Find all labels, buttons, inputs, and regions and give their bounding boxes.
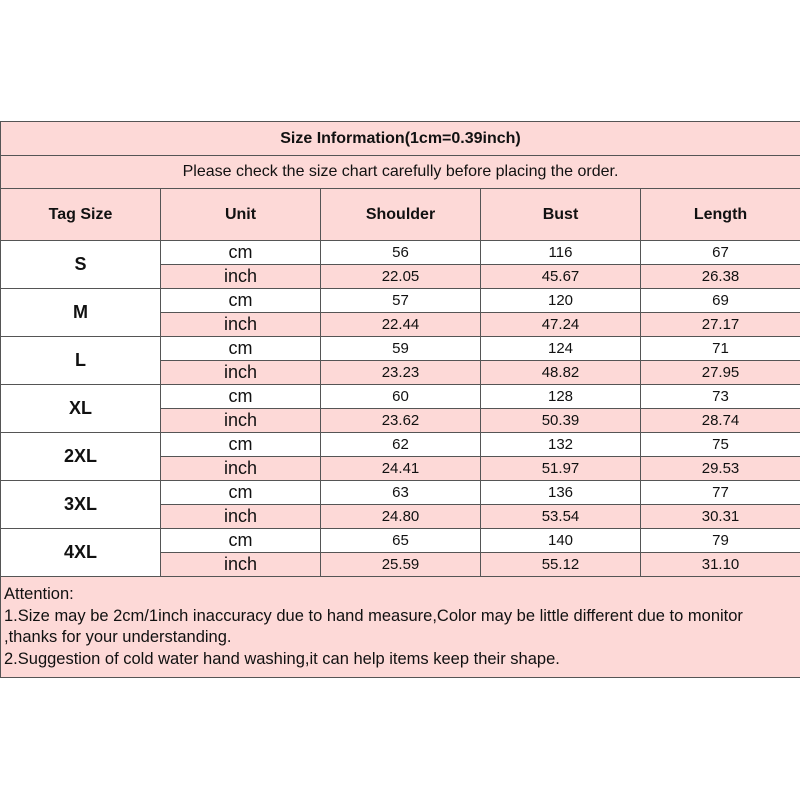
bust-value: 136 (480, 480, 641, 505)
length-value: 29.53 (639, 456, 800, 481)
table-row-3xl-cm: 3XL cm 63 136 77 (0, 480, 800, 529)
bust-value: 50.39 (480, 408, 641, 433)
shoulder-value: 25.59 (320, 552, 481, 577)
shoulder-value: 23.62 (320, 408, 481, 433)
shoulder-value: 24.41 (320, 456, 481, 481)
table-row-4xl-cm: 4XL cm 65 140 79 (0, 528, 800, 577)
shoulder-value: 62 (320, 432, 481, 457)
note-line: 1.Size may be 2cm/1inch inaccuracy due t… (4, 606, 743, 625)
header-shoulder: Shoulder (320, 188, 481, 241)
length-value: 79 (639, 528, 800, 553)
unit-cell: inch (160, 552, 321, 577)
table-row-l-inch: inch 23.23 48.82 27.95 (1, 360, 800, 385)
length-value: 27.95 (639, 360, 800, 385)
length-value: 26.38 (639, 264, 800, 289)
unit-cell: cm (160, 432, 321, 457)
shoulder-value: 56 (320, 240, 481, 265)
tag-size-cell: M (0, 288, 161, 337)
chart-subtitle: Please check the size chart carefully be… (0, 155, 800, 189)
attention-notes: Attention: 1.Size may be 2cm/1inch inaccu… (0, 576, 800, 678)
header-bust: Bust (480, 188, 641, 241)
table-row-xl-inch: inch 23.62 50.39 28.74 (1, 408, 800, 433)
bust-value: 45.67 (480, 264, 641, 289)
note-line: 2.Suggestion of cold water hand washing,… (4, 649, 560, 668)
bust-value: 140 (480, 528, 641, 553)
bust-value: 128 (480, 384, 641, 409)
shoulder-value: 22.44 (320, 312, 481, 337)
unit-cell: cm (160, 336, 321, 361)
bust-value: 53.54 (480, 504, 641, 529)
unit-cell: inch (160, 456, 321, 481)
header-length: Length (639, 188, 800, 241)
table-row-m-inch: inch 22.44 47.24 27.17 (1, 312, 800, 337)
bust-value: 48.82 (480, 360, 641, 385)
length-value: 31.10 (639, 552, 800, 577)
table-row-3xl-inch: inch 24.80 53.54 30.31 (1, 504, 800, 529)
shoulder-value: 65 (320, 528, 481, 553)
size-chart-table: Size Information(1cm=0.39inch) Please ch… (0, 121, 800, 678)
length-value: 75 (639, 432, 800, 457)
length-value: 67 (639, 240, 800, 265)
tag-size-cell: L (0, 336, 161, 385)
length-value: 71 (639, 336, 800, 361)
bust-value: 124 (480, 336, 641, 361)
shoulder-value: 60 (320, 384, 481, 409)
bust-value: 51.97 (480, 456, 641, 481)
length-value: 28.74 (639, 408, 800, 433)
header-tag-size: Tag Size (0, 188, 161, 241)
chart-title: Size Information(1cm=0.39inch) (0, 121, 800, 156)
unit-cell: cm (160, 384, 321, 409)
length-value: 30.31 (639, 504, 800, 529)
table-row-xl-cm: XL cm 60 128 73 (0, 384, 800, 433)
unit-cell: inch (160, 312, 321, 337)
tag-size-cell: 2XL (0, 432, 161, 481)
shoulder-value: 23.23 (320, 360, 481, 385)
bust-value: 55.12 (480, 552, 641, 577)
shoulder-value: 57 (320, 288, 481, 313)
unit-cell: inch (160, 408, 321, 433)
length-value: 69 (639, 288, 800, 313)
unit-cell: cm (160, 240, 321, 265)
unit-cell: inch (160, 264, 321, 289)
bust-value: 120 (480, 288, 641, 313)
note-line: ,thanks for your understanding. (4, 628, 232, 646)
bust-value: 47.24 (480, 312, 641, 337)
unit-cell: inch (160, 360, 321, 385)
bust-value: 132 (480, 432, 641, 457)
length-value: 27.17 (639, 312, 800, 337)
table-row-4xl-inch: inch 25.59 55.12 31.10 (1, 552, 800, 577)
unit-cell: cm (160, 528, 321, 553)
shoulder-value: 22.05 (320, 264, 481, 289)
header-unit: Unit (160, 188, 321, 241)
length-value: 73 (639, 384, 800, 409)
unit-cell: cm (160, 288, 321, 313)
shoulder-value: 24.80 (320, 504, 481, 529)
table-row-2xl-cm: 2XL cm 62 132 75 (0, 432, 800, 481)
tag-size-cell: 3XL (0, 480, 161, 529)
shoulder-value: 63 (320, 480, 481, 505)
table-row-s-inch: inch 22.05 45.67 26.38 (1, 264, 800, 289)
notes-heading: Attention: (4, 585, 74, 603)
shoulder-value: 59 (320, 336, 481, 361)
tag-size-cell: 4XL (0, 528, 161, 577)
length-value: 77 (639, 480, 800, 505)
tag-size-cell: XL (0, 384, 161, 433)
unit-cell: cm (160, 480, 321, 505)
tag-size-cell: S (0, 240, 161, 289)
unit-cell: inch (160, 504, 321, 529)
bust-value: 116 (480, 240, 641, 265)
